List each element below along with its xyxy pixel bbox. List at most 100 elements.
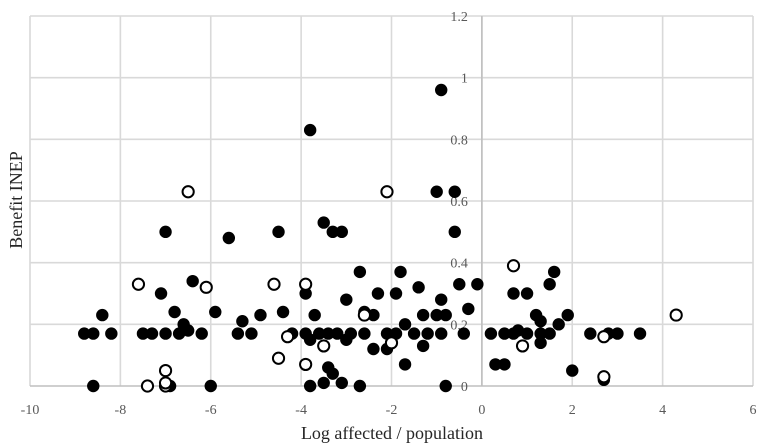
y-tick-label: 0.6 bbox=[450, 195, 468, 210]
data-point-filled bbox=[520, 287, 534, 300]
x-tick-label: 4 bbox=[659, 403, 666, 418]
gridlines bbox=[29, 15, 754, 387]
data-point-filled bbox=[195, 327, 208, 340]
data-point-filled bbox=[159, 225, 172, 239]
data-point-filled bbox=[407, 327, 421, 340]
data-point-filled bbox=[561, 308, 574, 322]
data-point-filled bbox=[276, 305, 290, 319]
tick-labels: -10 -8 -6 -4 -2 0 2 4 600.20.40.60.811.2 bbox=[21, 10, 757, 418]
y-tick-label: 1 bbox=[461, 72, 468, 87]
y-axis-title: Benefit INEP bbox=[6, 151, 26, 248]
data-point-filled bbox=[317, 376, 330, 390]
data-point-filled bbox=[498, 358, 511, 371]
data-point-filled bbox=[222, 231, 236, 245]
data-point-filled bbox=[543, 278, 556, 291]
data-point-open bbox=[158, 363, 173, 378]
data-points bbox=[78, 83, 683, 393]
data-point-filled bbox=[172, 327, 186, 340]
data-point-open bbox=[158, 376, 173, 390]
data-point-filled bbox=[87, 327, 100, 340]
data-point-filled bbox=[448, 185, 461, 198]
data-point-filled bbox=[308, 308, 321, 322]
x-tick-label: -6 bbox=[205, 403, 217, 418]
data-point-filled bbox=[462, 302, 475, 316]
data-point-open bbox=[140, 379, 155, 393]
data-point-filled bbox=[439, 379, 452, 393]
data-point-filled bbox=[96, 308, 109, 322]
data-point-filled bbox=[471, 278, 484, 291]
data-point-filled bbox=[416, 339, 430, 353]
data-point-filled bbox=[611, 327, 624, 340]
data-point-filled bbox=[353, 265, 367, 279]
data-point-open bbox=[597, 370, 611, 384]
data-point-filled bbox=[335, 376, 348, 390]
data-point-filled bbox=[435, 327, 448, 340]
data-point-open bbox=[515, 339, 530, 353]
data-point-filled bbox=[317, 216, 330, 229]
data-point-filled bbox=[566, 364, 579, 377]
data-point-filled bbox=[584, 327, 597, 340]
data-point-open bbox=[131, 277, 146, 291]
data-point-filled bbox=[416, 308, 430, 322]
x-tick-label: -8 bbox=[115, 403, 127, 418]
data-point-filled bbox=[353, 379, 367, 393]
data-point-open bbox=[317, 339, 331, 353]
y-tick-label: 0 bbox=[461, 380, 468, 395]
data-point-filled bbox=[389, 287, 403, 300]
data-point-filled bbox=[367, 342, 380, 356]
data-point-filled bbox=[394, 265, 407, 279]
data-point-filled bbox=[331, 327, 344, 340]
x-tick-label: -2 bbox=[386, 403, 398, 418]
data-point-open bbox=[181, 185, 195, 199]
data-point-filled bbox=[547, 265, 561, 279]
data-point-open bbox=[267, 277, 281, 291]
data-point-open bbox=[669, 308, 683, 322]
data-point-filled bbox=[340, 293, 353, 306]
data-point-open bbox=[299, 357, 313, 372]
data-point-filled bbox=[303, 379, 317, 393]
data-point-filled bbox=[421, 327, 434, 340]
data-point-filled bbox=[145, 327, 159, 340]
y-tick-label: 0.8 bbox=[450, 133, 468, 148]
data-point-filled bbox=[412, 281, 425, 294]
data-point-filled bbox=[398, 358, 412, 371]
data-point-filled bbox=[272, 225, 285, 239]
data-point-filled bbox=[335, 225, 348, 239]
data-point-filled bbox=[371, 287, 385, 300]
y-tick-label: 1.2 bbox=[450, 10, 468, 25]
data-point-filled bbox=[87, 379, 100, 393]
data-point-filled bbox=[159, 327, 172, 340]
data-point-filled bbox=[326, 367, 339, 380]
data-point-filled bbox=[435, 83, 448, 97]
data-point-filled bbox=[236, 315, 249, 328]
data-point-open bbox=[280, 330, 295, 344]
data-point-filled bbox=[254, 308, 267, 322]
data-point-filled bbox=[231, 327, 245, 340]
data-point-open bbox=[380, 185, 394, 199]
data-point-open bbox=[597, 330, 611, 344]
data-point-filled bbox=[303, 333, 317, 346]
data-point-filled bbox=[457, 327, 470, 340]
data-point-filled bbox=[154, 287, 168, 300]
data-point-open bbox=[384, 336, 399, 350]
data-point-filled bbox=[340, 333, 353, 346]
data-point-filled bbox=[534, 336, 547, 350]
data-point-open bbox=[199, 280, 213, 294]
data-point-open bbox=[299, 277, 313, 291]
data-point-filled bbox=[168, 305, 181, 319]
data-point-filled bbox=[507, 287, 520, 300]
data-point-filled bbox=[448, 225, 461, 239]
x-tick-label: 6 bbox=[750, 403, 757, 418]
x-axis-title: Log affected / population bbox=[301, 423, 483, 443]
data-point-filled bbox=[209, 305, 222, 319]
data-point-filled bbox=[245, 327, 258, 340]
data-point-filled bbox=[520, 327, 534, 340]
data-point-filled bbox=[507, 327, 520, 340]
x-tick-label: 0 bbox=[478, 403, 485, 418]
data-point-filled bbox=[105, 327, 118, 340]
x-tick-label: -10 bbox=[21, 403, 40, 418]
data-point-filled bbox=[453, 278, 466, 291]
data-point-filled bbox=[430, 185, 443, 198]
data-point-filled bbox=[552, 318, 565, 331]
